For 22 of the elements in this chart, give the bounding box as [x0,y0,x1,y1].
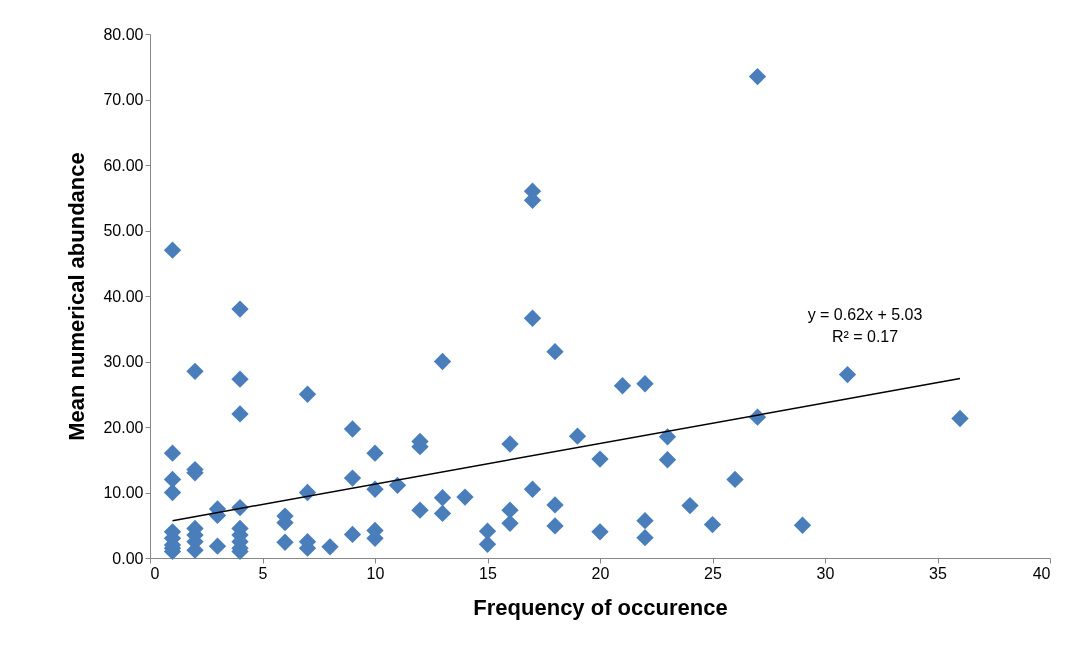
x-tick-label: 20 [591,564,610,582]
y-tick-label: 50.00 [103,222,144,239]
annotation: R² = 0.17 [831,328,899,345]
x-tick-label: 5 [258,564,268,582]
x-tick-label: 30 [816,564,835,582]
y-tick-label: 80.00 [103,25,144,43]
y-tick-label: 70.00 [103,91,144,108]
x-tick-label: 10 [366,564,385,582]
x-tick-label: 15 [479,564,497,582]
y-tick-label: 40.00 [103,287,144,305]
y-tick-label: 20.00 [103,418,144,436]
y-tick-label: 0.00 [112,549,144,567]
y-tick-label: 10.00 [103,484,144,501]
y-tick-label: 30.00 [103,353,144,370]
y-tick-label: 60.00 [103,156,144,174]
x-tick-label: 40 [1032,564,1051,582]
x-tick-label: 25 [704,564,722,582]
x-axis-title: Frequency of occurence [473,594,728,620]
x-tick-label: 0 [150,564,160,582]
y-axis-title: Mean numerical abundance [64,152,90,441]
annotation: y = 0.62x + 5.03 [807,306,923,323]
x-tick-label: 35 [929,564,947,582]
